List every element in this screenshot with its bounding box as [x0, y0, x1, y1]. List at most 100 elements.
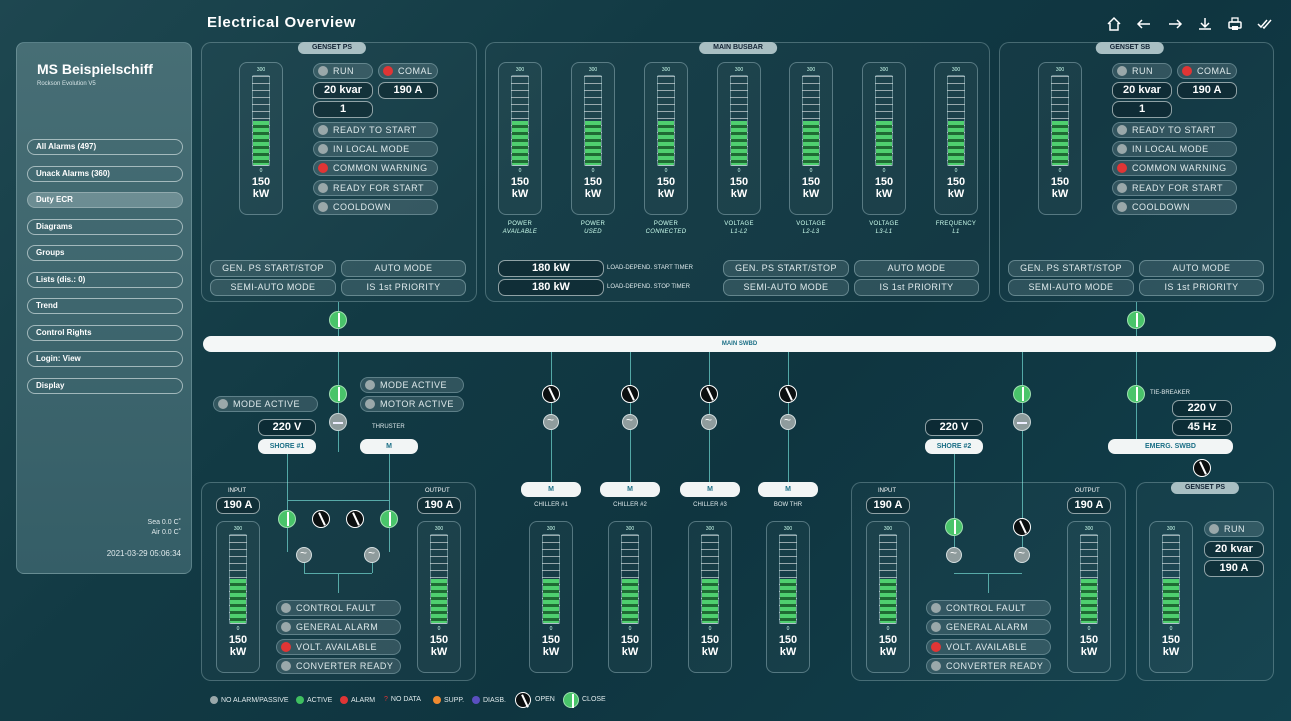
comal-label: COMAL: [398, 66, 433, 76]
first-priority-button[interactable]: IS 1st PRIORITY: [854, 279, 979, 296]
print-icon[interactable]: [1227, 16, 1243, 32]
gauge-min: 0: [259, 168, 263, 174]
gauge-bar: [542, 534, 560, 624]
line-conv-r: [372, 555, 373, 573]
conv-left-fuse-a: [296, 546, 312, 563]
legend-close-icon: [563, 692, 579, 708]
conv-left-breaker-c[interactable]: [346, 510, 364, 528]
sidebar-item-unack-alarms[interactable]: Unack Alarms (360): [27, 166, 183, 182]
sidebar-item-login[interactable]: Login: View: [27, 351, 183, 367]
shore1-voltage: 220 V: [258, 419, 316, 436]
gauge-max: 300: [515, 67, 525, 73]
genset-sb-breaker[interactable]: [1127, 311, 1145, 329]
chiller1-breaker[interactable]: [542, 385, 560, 403]
gauge-fill: [880, 579, 896, 623]
gauge-min: 0: [954, 168, 958, 174]
start-timer-value[interactable]: 180 kW: [498, 260, 604, 277]
mode-active-indicator: MODE ACTIVE: [213, 396, 318, 412]
consumer-tag[interactable]: M: [680, 482, 740, 497]
gauge-value: 150: [874, 176, 894, 188]
line-conv2-out: [988, 573, 989, 593]
gauge-max: 300: [879, 67, 889, 73]
gauge-max: 300: [588, 67, 598, 73]
home-icon[interactable]: [1106, 16, 1122, 32]
page-title: Electrical Overview: [207, 14, 356, 31]
shore2-breaker[interactable]: [1013, 385, 1031, 403]
sidebar-item-control-rights[interactable]: Control Rights: [27, 325, 183, 341]
sidebar-item-trend[interactable]: Trend: [27, 298, 183, 314]
sidebar-item-all-alarms[interactable]: All Alarms (497): [27, 139, 183, 155]
shore1-tag[interactable]: SHORE #1: [258, 439, 316, 454]
conv-right-breaker-a[interactable]: [945, 518, 963, 536]
gauge-bar: [802, 75, 820, 166]
emergency-breaker[interactable]: [1193, 459, 1211, 477]
chiller3-breaker[interactable]: [700, 385, 718, 403]
shore2-tag[interactable]: SHORE #2: [925, 439, 983, 454]
conv-left-breaker-a[interactable]: [278, 510, 296, 528]
date-time: 2021-03-29 05:06:34: [106, 549, 181, 558]
gauge-min: 0: [518, 168, 522, 174]
busbar-gauge-label: POWER AVAILABLE: [502, 221, 538, 235]
arrow-right-icon[interactable]: [1167, 16, 1183, 32]
line-thruster: [389, 452, 390, 552]
consumer-label: CHILLER #2: [613, 502, 647, 508]
converter-ready-indicator: CONVERTER READY: [276, 658, 401, 674]
stop-timer-label: LOAD-DEPEND. STOP TIMER: [607, 284, 691, 290]
gauge-unit: kW: [430, 646, 448, 658]
shore1-disconnector[interactable]: [329, 413, 347, 431]
gauge-unit: kW: [879, 646, 897, 658]
sidebar-item-duty-ecr[interactable]: Duty ECR: [27, 192, 183, 208]
input-gauge: 300 0 150 kW: [216, 521, 260, 673]
chiller2-breaker[interactable]: [621, 385, 639, 403]
gauge-bar: [879, 534, 897, 624]
sidebar-item-lists[interactable]: Lists (dis.: 0): [27, 272, 183, 288]
shore2-voltage: 220 V: [925, 419, 983, 436]
consumer-tag[interactable]: M: [600, 482, 660, 497]
emergency-swbd-tag[interactable]: EMERG. SWBD: [1108, 439, 1233, 454]
gen-start-stop-button[interactable]: GEN. PS START/STOP: [723, 260, 849, 277]
gauge-unit: kW: [701, 646, 719, 658]
consumer-tag[interactable]: M: [758, 482, 818, 497]
auto-mode-button[interactable]: AUTO MODE: [341, 260, 466, 277]
sidebar-item-groups[interactable]: Groups: [27, 245, 183, 261]
emergency-genset-gauge: 300 0 150 kW: [1149, 521, 1193, 673]
semi-auto-mode-button[interactable]: SEMI-AUTO MODE: [1008, 279, 1134, 296]
busbar-gauge-label: FREQUENCY L1: [935, 221, 977, 235]
first-priority-button[interactable]: IS 1st PRIORITY: [1139, 279, 1264, 296]
gauge-fill: [948, 120, 964, 165]
gauge-min: 0: [437, 626, 441, 632]
gauge-value: 150: [228, 634, 248, 646]
bow-thr-breaker[interactable]: [779, 385, 797, 403]
first-priority-button[interactable]: IS 1st PRIORITY: [341, 279, 466, 296]
semi-auto-mode-button[interactable]: SEMI-AUTO MODE: [723, 279, 849, 296]
shore2-disconnector[interactable]: [1013, 413, 1031, 431]
conv-right-breaker-b[interactable]: [1013, 518, 1031, 536]
gauge-value: 150: [1079, 634, 1099, 646]
double-check-icon[interactable]: [1257, 16, 1273, 32]
auto-mode-button[interactable]: AUTO MODE: [1139, 260, 1264, 277]
semi-auto-mode-button[interactable]: SEMI-AUTO MODE: [210, 279, 336, 296]
arrow-left-icon[interactable]: [1136, 16, 1152, 32]
sidebar-item-diagrams[interactable]: Diagrams: [27, 219, 183, 235]
amps-value: 190 A: [378, 82, 438, 99]
gen-start-stop-button[interactable]: GEN. PS START/STOP: [210, 260, 336, 277]
auto-mode-button[interactable]: AUTO MODE: [854, 260, 979, 277]
status-common-warning: COMMON WARNING: [1112, 160, 1237, 176]
start-timer-label: LOAD-DEPEND. START TIMER: [607, 265, 693, 271]
stop-timer-value[interactable]: 180 kW: [498, 279, 604, 296]
genset-ps-breaker[interactable]: [329, 311, 347, 329]
consumer-tag[interactable]: M: [521, 482, 581, 497]
gen-start-stop-button[interactable]: GEN. PS START/STOP: [1008, 260, 1134, 277]
download-icon[interactable]: [1197, 16, 1213, 32]
gauge-bar: [229, 534, 247, 624]
thruster-tag[interactable]: M: [360, 439, 418, 454]
tie-breaker[interactable]: [1127, 385, 1145, 403]
gauge-bar: [1080, 534, 1098, 624]
busbar-gauge: 300 0 150 kW: [644, 62, 688, 215]
gauge-bar: [1162, 534, 1180, 624]
consumer-gauge: 300 0 150 kW: [688, 521, 732, 673]
conv-left-breaker-b[interactable]: [312, 510, 330, 528]
conv-left-breaker-d[interactable]: [380, 510, 398, 528]
shore1-breaker[interactable]: [329, 385, 347, 403]
sidebar-item-display[interactable]: Display: [27, 378, 183, 394]
